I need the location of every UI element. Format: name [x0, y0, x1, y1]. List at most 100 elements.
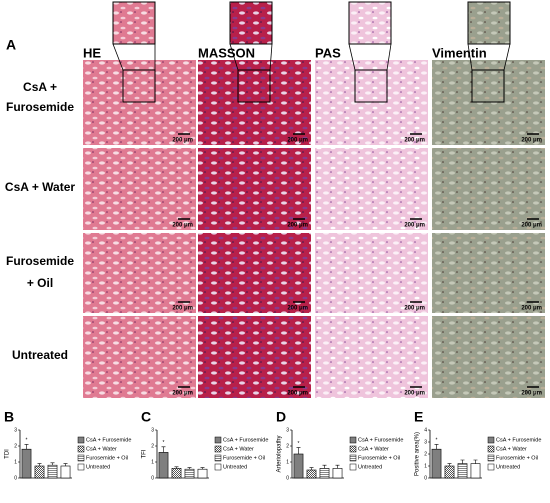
error-bar [473, 459, 478, 464]
histology-image [198, 316, 311, 398]
inset-image [467, 1, 511, 45]
legend-swatch [77, 463, 85, 471]
bar [47, 464, 58, 479]
scale-bar-label: 200 μm [172, 223, 193, 229]
error-bar [434, 444, 439, 450]
error-bar [63, 463, 68, 466]
bar [293, 453, 304, 479]
significance-label: * [163, 440, 165, 446]
legend-swatch [487, 436, 495, 444]
y-axis-label: Arteriolopathy [277, 435, 283, 472]
column-header: MASSON [198, 45, 255, 60]
panel-letter: B [4, 409, 14, 425]
bar [34, 465, 45, 479]
bar [60, 465, 71, 479]
legend-swatch [77, 436, 85, 444]
scale-bar-label: 200 μm [287, 223, 308, 229]
scale-bar-label: 200 μm [172, 306, 193, 312]
significance-label: * [26, 438, 28, 444]
y-tick-label: 2 [14, 443, 17, 449]
bar [158, 452, 169, 479]
error-bar [335, 464, 340, 469]
panel-letter: D [276, 409, 286, 425]
legend-label: Furosemide + Oil [86, 455, 128, 461]
y-tick-label: 0 [151, 475, 154, 481]
panel-letter: C [141, 409, 151, 425]
scale-bar-label: 200 μm [404, 223, 425, 229]
y-tick-label: 1 [286, 459, 289, 465]
legend-swatch [349, 445, 357, 453]
legend-swatch [487, 454, 495, 462]
error-bar [447, 463, 452, 466]
bar [457, 463, 468, 479]
y-axis-label: TFI [142, 449, 148, 458]
histology-image [432, 233, 545, 313]
legend-swatch [349, 454, 357, 462]
inset-connector [229, 43, 239, 71]
scale-bar-label: 200 μm [287, 306, 308, 312]
scale-bar-label: 200 μm [287, 138, 308, 144]
legend-swatch [77, 445, 85, 453]
legend-label: CsA + Water [223, 446, 254, 452]
legend-label: Untreated [86, 464, 110, 470]
scale-bar-label: 200 μm [172, 391, 193, 397]
error-bar [200, 467, 205, 470]
scale-bar-label: 200 μm [521, 223, 542, 229]
scale-bar-label: 200 μm [404, 138, 425, 144]
row-label: CsA + [23, 80, 57, 94]
significance-label: * [436, 438, 438, 444]
histology-image [432, 148, 545, 230]
error-bar [50, 462, 55, 466]
scale-bar-label: 200 μm [172, 138, 193, 144]
y-tick-label: 2 [151, 443, 154, 449]
bar [319, 468, 330, 479]
inset-box [354, 69, 388, 103]
inset-connector [467, 43, 473, 71]
legend-label: Untreated [496, 464, 520, 470]
legend-label: CsA + Furosemide [496, 437, 541, 443]
legend-label: Furosemide + Oil [358, 455, 400, 461]
inset-connector [503, 43, 511, 71]
inset-box [237, 69, 271, 103]
inset-image [229, 1, 273, 45]
y-tick-label: 3 [151, 427, 154, 433]
y-tick-label: 1 [151, 459, 154, 465]
legend-label: CsA + Furosemide [86, 437, 131, 443]
column-header: Vimentin [432, 45, 487, 60]
legend-label: CsA + Furosemide [358, 437, 403, 443]
y-axis-label: Positive area(%) [415, 432, 421, 476]
legend-swatch [487, 445, 495, 453]
error-bar [322, 464, 327, 469]
error-bar [24, 444, 29, 450]
histology-image [83, 233, 196, 313]
legend-label: CsA + Water [86, 446, 117, 452]
bar [444, 465, 455, 479]
legend-label: CsA + Furosemide [223, 437, 268, 443]
histology-image [315, 148, 428, 230]
y-tick-label: 0 [424, 475, 427, 481]
legend-label: Furosemide + Oil [223, 455, 265, 461]
histology-image [315, 316, 428, 398]
y-tick-label: 0 [14, 475, 17, 481]
column-header: PAS [315, 45, 341, 60]
bar [332, 468, 343, 479]
legend-swatch [77, 454, 85, 462]
panel-letter: A [6, 37, 16, 53]
bar [306, 469, 317, 479]
y-tick-label: 1 [424, 463, 427, 469]
significance-label: * [298, 441, 300, 447]
legend-swatch [487, 463, 495, 471]
error-bar [187, 467, 192, 470]
inset-box [471, 69, 505, 103]
histology-image [83, 148, 196, 230]
error-bar [37, 463, 42, 466]
histology-image [432, 316, 545, 398]
y-tick-label: 4 [424, 427, 427, 433]
scale-bar-label: 200 μm [521, 391, 542, 397]
histology-image [83, 316, 196, 398]
inset-box [122, 69, 156, 103]
legend-swatch [214, 436, 222, 444]
inset-connector [112, 43, 124, 71]
legend-label: CsA + Water [358, 446, 389, 452]
scale-bar-label: 200 μm [521, 306, 542, 312]
